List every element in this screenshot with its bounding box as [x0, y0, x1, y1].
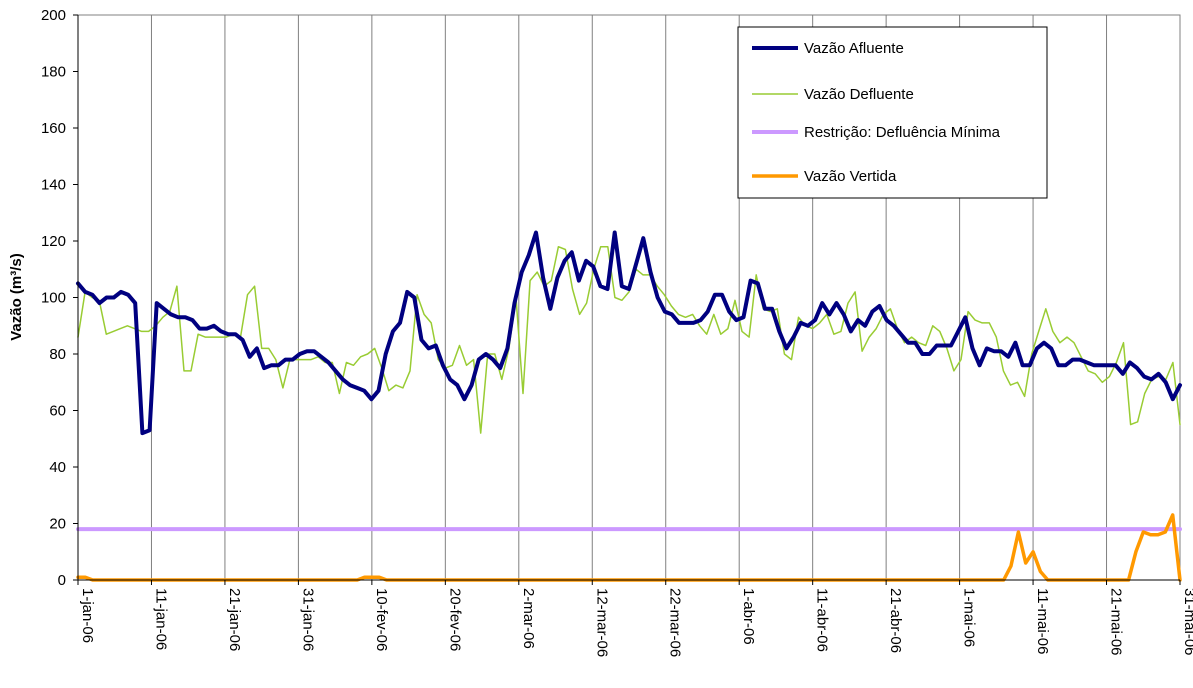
series-line — [76, 513, 1182, 582]
x-tick-label: 22-mar-06 — [667, 588, 684, 657]
y-tick-label: 120 — [41, 233, 66, 250]
y-axis-label: Vazão (m³/s) — [8, 253, 25, 341]
legend-box — [737, 26, 1048, 199]
x-tick-label: 12-mar-06 — [593, 588, 610, 657]
x-tick-label: 1-abr-06 — [740, 588, 757, 645]
y-tick-label: 180 — [41, 64, 66, 81]
legend-label: Vazão Defluente — [804, 86, 914, 103]
x-tick-label: 1-jan-06 — [79, 588, 96, 643]
x-tick-label: 31-mai-06 — [1181, 588, 1193, 656]
x-tick-label: 11-jan-06 — [152, 588, 169, 650]
y-axis: 0 20 40 60 80 100 120 140 160 180 200 — [41, 7, 1180, 589]
x-tick-label: 11-mai-06 — [1034, 588, 1051, 654]
y-tick-label: 200 — [41, 7, 66, 24]
y-tick-label: 40 — [49, 459, 66, 476]
x-tick-label: 21-jan-06 — [226, 588, 243, 651]
y-tick-label: 20 — [49, 516, 66, 533]
y-tick-label: 80 — [49, 346, 66, 363]
y-tick-label: 60 — [49, 403, 66, 420]
x-tick-label: 10-fev-06 — [373, 588, 390, 651]
x-tick-label: 20-fev-06 — [446, 588, 463, 651]
x-tick-label: 21-abr-06 — [887, 588, 904, 653]
x-tick-label: 31-jan-06 — [299, 588, 316, 651]
legend-label: Vazão Afluente — [804, 40, 904, 57]
series-lines — [76, 230, 1182, 582]
y-tick-label: 100 — [41, 290, 66, 307]
x-tick-label: 11-abr-06 — [814, 588, 831, 652]
legend: Vazão Afluente Vazão Defluente Restrição: … — [737, 26, 1048, 199]
y-tick-label: 140 — [41, 177, 66, 194]
y-tick-label: 0 — [58, 572, 66, 589]
legend-label: Restrição: Defluência Mínima — [804, 124, 1001, 141]
x-tick-label: 1-mai-06 — [961, 588, 978, 647]
series-line — [76, 230, 1182, 436]
x-axis: 1-jan-06 11-jan-06 21-jan-06 31-jan-06 10-fe… — [77, 580, 1193, 657]
legend-label: Vazão Vertida — [804, 168, 897, 185]
x-tick-label: 2-mar-06 — [520, 588, 537, 649]
series-line — [77, 245, 1181, 434]
x-tick-label: 21-mai-06 — [1108, 588, 1125, 656]
y-tick-label: 160 — [41, 120, 66, 137]
